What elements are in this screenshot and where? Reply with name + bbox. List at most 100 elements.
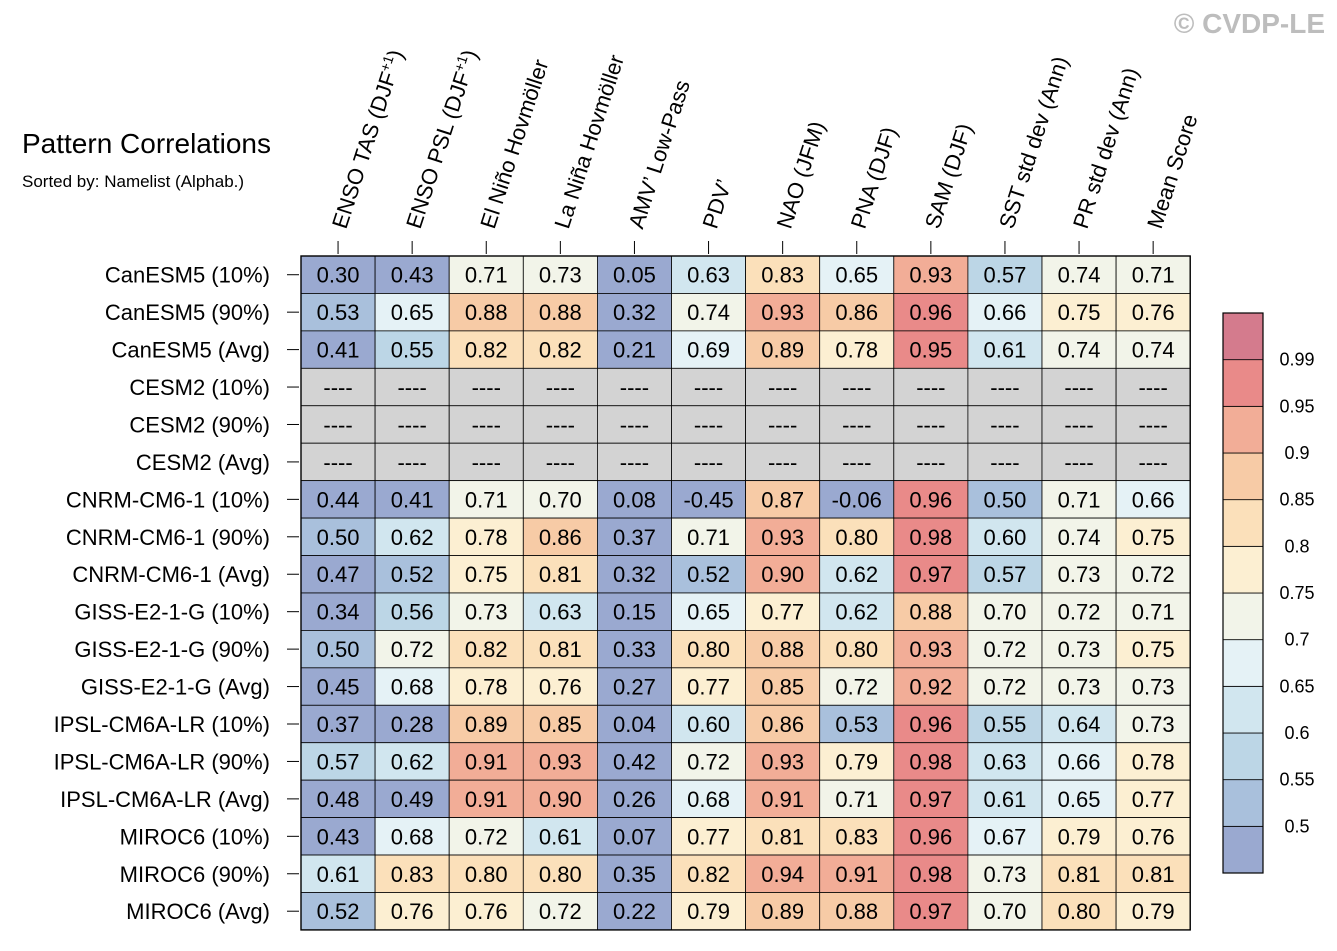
cell-value-label: 0.53	[317, 300, 360, 325]
heatmap-cell	[1041, 592, 1117, 631]
cell-value-label: 0.70	[984, 899, 1027, 924]
cell-value-label: 0.07	[613, 824, 656, 849]
heatmap-cell	[745, 442, 821, 482]
heatmap-cell	[597, 704, 672, 744]
cell-value-label: 0.70	[984, 600, 1027, 625]
heatmap-cell	[671, 630, 746, 669]
cell-value-label: 0.75	[1132, 525, 1175, 550]
heatmap-cell	[819, 480, 895, 519]
cell-value-label: ----	[472, 375, 501, 400]
cell-value-label: 0.87	[761, 487, 804, 512]
heatmap-cell	[819, 704, 895, 744]
column-label-text: PDV’	[698, 176, 737, 231]
heatmap-cell	[893, 330, 969, 369]
cell-value-label: 0.27	[613, 675, 656, 700]
heatmap-cell	[967, 742, 1043, 781]
cell-value-label: ----	[842, 375, 871, 400]
colorbar-swatch	[1222, 639, 1264, 687]
cell-value-label: ----	[990, 450, 1019, 475]
cell-value-label: 0.71	[687, 525, 730, 550]
heatmap-cell	[1115, 854, 1191, 893]
colorbar-tick-label: 0.65	[1279, 676, 1314, 696]
cell-value-label: 0.48	[317, 787, 360, 812]
heatmap-cell	[522, 367, 598, 407]
heatmap-cell	[1115, 442, 1191, 482]
cell-value-label: 0.21	[613, 338, 656, 363]
cell-value-label: 0.34	[317, 600, 360, 625]
column-label-superscript: +1	[376, 53, 396, 73]
heatmap-cell	[522, 779, 598, 818]
heatmap-cell	[522, 517, 598, 556]
heatmap-cell	[893, 592, 969, 631]
row-label: IPSL-CM6A-LR (Avg)	[60, 787, 270, 812]
heatmap-cell	[374, 592, 450, 631]
cell-value-label: ----	[1064, 450, 1093, 475]
heatmap-cell	[300, 779, 376, 818]
cell-value-label: 0.96	[909, 824, 952, 849]
cell-value-label: ----	[694, 375, 723, 400]
cell-value-label: 0.65	[687, 600, 730, 625]
cell-value-label: 0.68	[687, 787, 730, 812]
cell-value-label: 0.66	[1132, 487, 1175, 512]
cell-value-label: ----	[768, 375, 797, 400]
colorbar-tick-label: 0.95	[1279, 396, 1314, 416]
cell-value-label: 0.52	[391, 562, 434, 587]
colorbar-swatch	[1222, 685, 1264, 734]
heatmap-cell	[448, 704, 524, 744]
cell-value-label: 0.77	[1132, 787, 1175, 812]
heatmap-cell	[967, 255, 1043, 294]
cell-value-label: 0.80	[465, 862, 508, 887]
column-label: Mean Score	[1142, 111, 1202, 232]
heatmap-cell	[745, 854, 821, 893]
heatmap-cell	[745, 480, 821, 519]
cell-value-label: ----	[472, 450, 501, 475]
cell-value-label: 0.90	[761, 562, 804, 587]
heatmap-cell	[1041, 480, 1117, 519]
cell-value-label: 0.96	[909, 712, 952, 737]
cell-value-label: 0.72	[539, 899, 582, 924]
column-label-text: AMV’ Low-Pass	[623, 77, 695, 232]
cell-value-label: ----	[694, 450, 723, 475]
heatmap-cell	[522, 704, 598, 744]
cell-value-label: 0.37	[613, 525, 656, 550]
cell-value-label: 0.88	[539, 300, 582, 325]
cell-value-label: 0.57	[984, 562, 1027, 587]
heatmap-cell	[448, 892, 524, 931]
row-label: GISS-E2-1-G (10%)	[74, 600, 270, 625]
row-label: MIROC6 (90%)	[120, 862, 270, 887]
heatmap-cell	[671, 592, 746, 631]
cell-value-label: 0.35	[613, 862, 656, 887]
cell-value-label: 0.78	[465, 675, 508, 700]
row-label: IPSL-CM6A-LR (90%)	[54, 749, 270, 774]
colorbar-frame	[1222, 312, 1264, 874]
cell-value-label: ----	[768, 412, 797, 437]
heatmap-cell	[300, 592, 376, 631]
cell-value-label: 0.78	[1132, 749, 1175, 774]
row-label: CNRM-CM6-1 (10%)	[66, 487, 270, 512]
cell-value-label: 0.42	[613, 749, 656, 774]
heatmap-cell	[597, 854, 672, 893]
heatmap-cell	[448, 255, 524, 294]
cell-value-label: 0.32	[613, 300, 656, 325]
cell-value-label: 0.64	[1058, 712, 1101, 737]
cell-value-label: 0.74	[1058, 263, 1101, 288]
heatmap-cell	[374, 704, 450, 744]
row-label: GISS-E2-1-G (Avg)	[81, 675, 270, 700]
cell-value-label: 0.83	[761, 263, 804, 288]
column-label: El Niño Hovmöller	[475, 56, 553, 231]
cell-value-label: 0.66	[984, 300, 1027, 325]
cell-value-label: ----	[842, 412, 871, 437]
cell-value-label: 0.91	[465, 749, 508, 774]
colorbar-tick-label: 0.6	[1284, 723, 1309, 743]
cell-value-label: 0.98	[909, 862, 952, 887]
cell-value-label: 0.86	[761, 712, 804, 737]
heatmap-cell	[819, 892, 895, 931]
heatmap-cell	[300, 442, 376, 482]
cell-value-label: 0.75	[1132, 637, 1175, 662]
cell-value-label: 0.44	[317, 487, 360, 512]
heatmap-cell	[745, 817, 821, 856]
heatmap-cell	[522, 330, 598, 369]
cell-value-label: 0.50	[984, 487, 1027, 512]
cell-value-label: 0.82	[465, 637, 508, 662]
cell-value-label: 0.79	[687, 899, 730, 924]
